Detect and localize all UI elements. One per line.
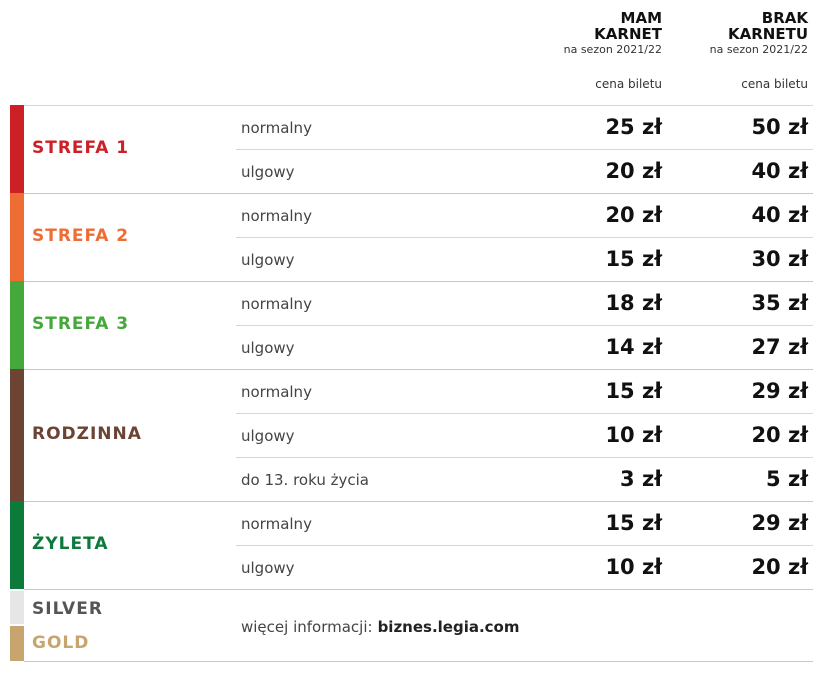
ticket-type: ulgowy — [241, 163, 295, 181]
price: 30 zł — [751, 247, 808, 271]
header-line — [10, 105, 813, 106]
zone-name: STREFA 3 — [32, 314, 130, 334]
ticket-type: ulgowy — [241, 427, 295, 445]
zone-line — [24, 501, 813, 502]
price: 29 zł — [751, 511, 808, 535]
column-subtitle: na sezon 2021/22 — [563, 43, 662, 56]
price: 20 zł — [605, 159, 662, 183]
zone-bar — [10, 369, 24, 501]
price: 15 zł — [605, 379, 662, 403]
price: 20 zł — [751, 555, 808, 579]
price: 15 zł — [605, 247, 662, 271]
ticket-type: ulgowy — [241, 559, 295, 577]
price: 5 zł — [766, 467, 808, 491]
column-title: KARNET — [594, 25, 662, 43]
zone-bar — [10, 281, 24, 369]
row-line — [236, 149, 813, 150]
column-title: MAM — [620, 9, 662, 27]
price: 10 zł — [605, 423, 662, 447]
ticket-type: ulgowy — [241, 251, 295, 269]
zone-line — [24, 589, 813, 590]
silver-bar — [10, 591, 24, 624]
info-link[interactable]: biznes.legia.com — [377, 618, 520, 636]
price: 50 zł — [751, 115, 808, 139]
ticket-type: normalny — [241, 515, 312, 533]
row-line — [236, 457, 813, 458]
zone-bar — [10, 193, 24, 281]
row-line — [236, 325, 813, 326]
ticket-type: ulgowy — [241, 339, 295, 357]
price: 40 zł — [751, 159, 808, 183]
zone-name: STREFA 2 — [32, 226, 130, 246]
price: 35 zł — [751, 291, 808, 315]
price: 29 zł — [751, 379, 808, 403]
gold-name: GOLD — [32, 633, 90, 653]
price: 15 zł — [605, 511, 662, 535]
zone-bar — [10, 105, 24, 193]
bottom-line — [24, 661, 813, 662]
ticket-type: normalny — [241, 383, 312, 401]
column-subtitle: na sezon 2021/22 — [709, 43, 808, 56]
silver-name: SILVER — [32, 599, 103, 619]
zone-bar — [10, 501, 24, 589]
ticket-type: normalny — [241, 295, 312, 313]
zone-line — [24, 369, 813, 370]
zone-line — [24, 281, 813, 282]
price: 3 zł — [620, 467, 662, 491]
price-label: cena biletu — [741, 77, 808, 91]
gold-bar — [10, 626, 24, 661]
price: 25 zł — [605, 115, 662, 139]
column-title: BRAK — [761, 9, 808, 27]
row-line — [236, 545, 813, 546]
price: 27 zł — [751, 335, 808, 359]
zone-name: ŻYLETA — [32, 534, 109, 554]
price-label: cena biletu — [595, 77, 662, 91]
row-line — [236, 237, 813, 238]
price: 18 zł — [605, 291, 662, 315]
price: 10 zł — [605, 555, 662, 579]
column-title: KARNETU — [728, 25, 808, 43]
zone-line — [24, 193, 813, 194]
price: 14 zł — [605, 335, 662, 359]
ticket-type: normalny — [241, 207, 312, 225]
row-line — [236, 413, 813, 414]
price: 40 zł — [751, 203, 808, 227]
zone-name: STREFA 1 — [32, 138, 130, 158]
price: 20 zł — [605, 203, 662, 227]
zone-name: RODZINNA — [32, 424, 142, 444]
price: 20 zł — [751, 423, 808, 447]
ticket-type: do 13. roku życia — [241, 471, 369, 489]
ticket-type: normalny — [241, 119, 312, 137]
info-text: więcej informacji: biznes.legia.com — [241, 618, 520, 636]
